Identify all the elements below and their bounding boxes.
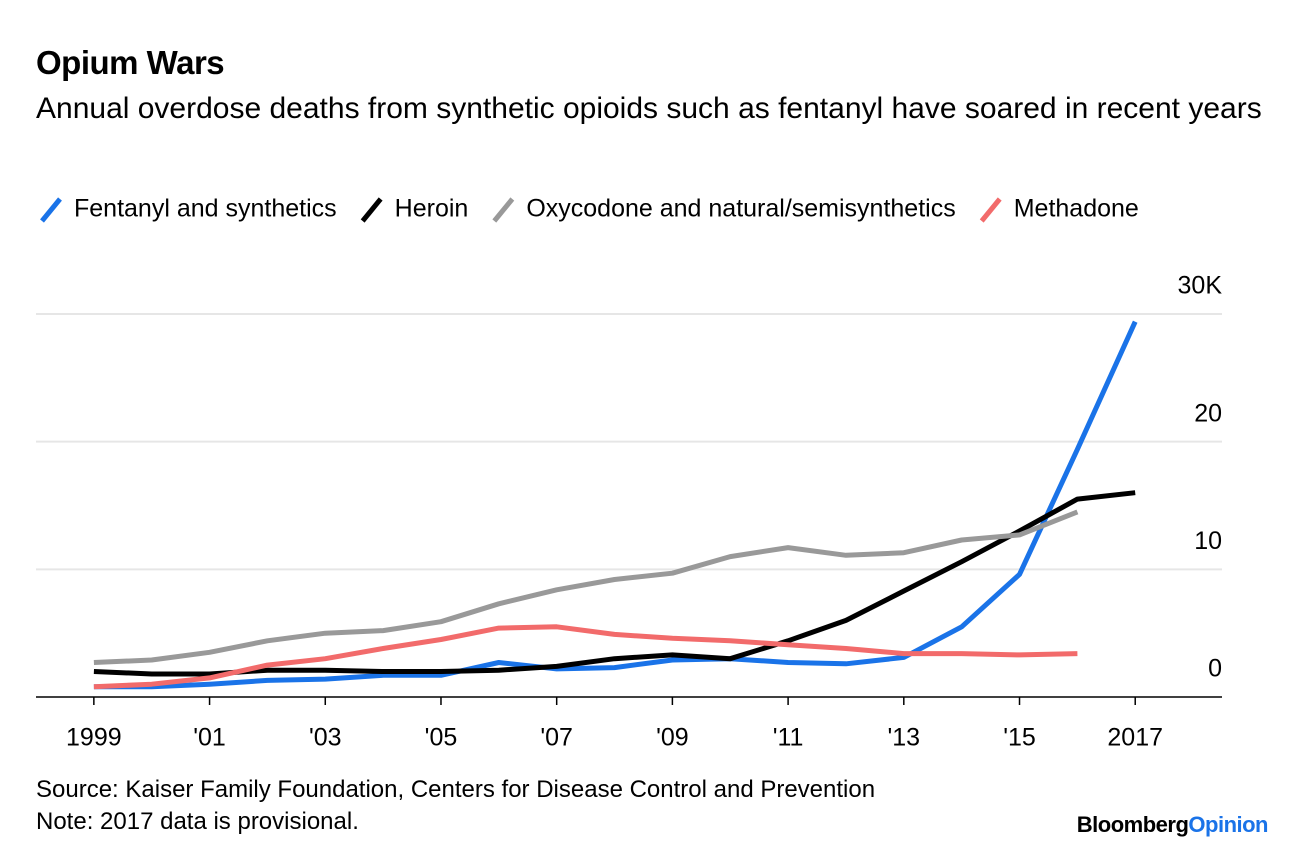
series-line — [93, 490, 1136, 677]
legend-item: Methadone — [979, 195, 1139, 223]
legend-item: Fentanyl and synthetics — [40, 195, 337, 223]
source: Source: Kaiser Family Foundation, Center… — [36, 776, 876, 803]
x-tick-label: '05 — [425, 724, 458, 752]
legend-marker — [979, 197, 1002, 223]
x-tick-label: '09 — [656, 724, 689, 752]
legend-label: Oxycodone and natural/semisynthetics — [526, 195, 955, 223]
legend-marker — [360, 197, 383, 223]
legend-marker — [492, 197, 515, 223]
chart-title: Opium Wars — [36, 44, 225, 81]
y-tick-label: 30K — [1178, 272, 1223, 300]
x-tick-label: 2017 — [1107, 724, 1163, 752]
x-tick-label: '13 — [888, 724, 921, 752]
x-tick-label: 1999 — [66, 724, 122, 752]
brand-name: Bloomberg — [1076, 812, 1189, 837]
series-line — [93, 320, 1138, 690]
series-line — [93, 509, 1079, 665]
y-tick-label: 0 — [1208, 655, 1222, 683]
legend-item: Oxycodone and natural/semisynthetics — [492, 195, 956, 223]
x-tick-label: '11 — [773, 724, 804, 752]
y-tick-label: 10 — [1194, 527, 1222, 555]
x-tick-label: '07 — [540, 724, 573, 752]
legend-label: Methadone — [1014, 195, 1139, 223]
series-line — [93, 624, 1078, 690]
note: Note: 2017 data is provisional. — [36, 808, 359, 835]
brand: BloombergOpinion — [1076, 812, 1269, 838]
x-tick-label: '01 — [193, 724, 226, 752]
legend-label: Heroin — [395, 195, 469, 223]
x-tick-label: '15 — [1003, 724, 1036, 752]
legend-marker — [40, 197, 62, 223]
legend-label: Fentanyl and synthetics — [74, 195, 337, 223]
chart-subtitle: Annual overdose deaths from synthetic op… — [36, 92, 1262, 125]
brand-section: Opinion — [1188, 812, 1268, 837]
y-tick-label: 20 — [1194, 399, 1222, 427]
x-tick-label: '03 — [309, 724, 342, 752]
legend-item: Heroin — [360, 195, 469, 223]
